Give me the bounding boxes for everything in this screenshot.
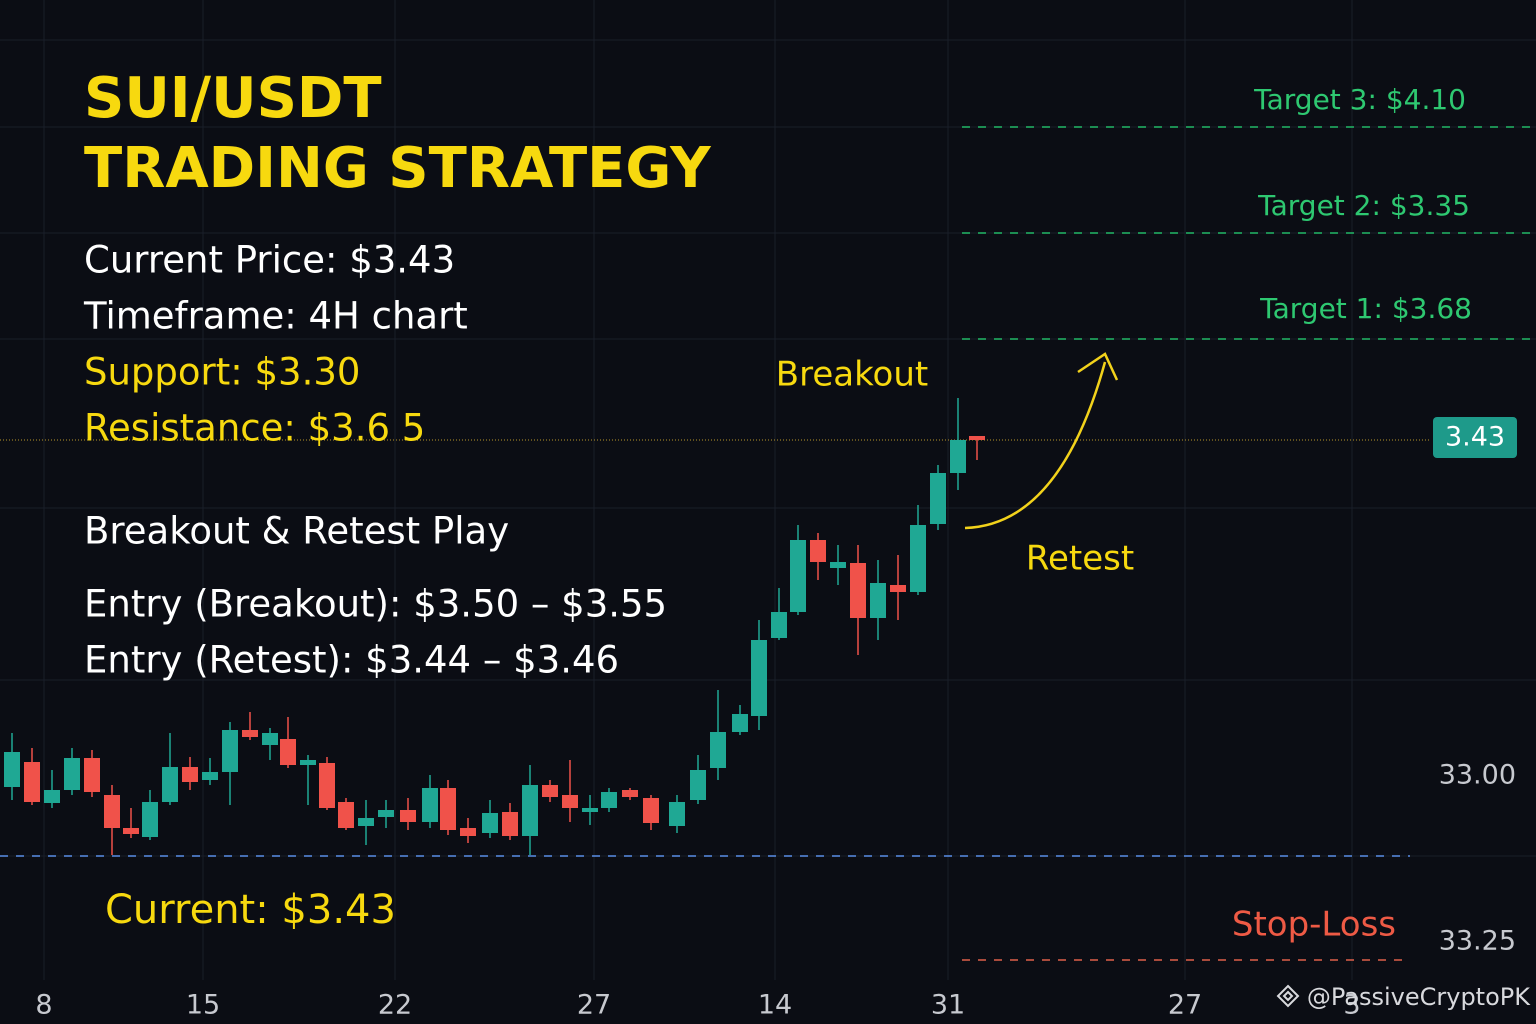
candle-body: [24, 762, 40, 802]
x-axis-label: 8: [35, 990, 52, 1021]
info: Current Price: $3.43: [84, 239, 455, 282]
x-axis-label: 27: [577, 990, 611, 1021]
x-axis-label: 3: [1343, 990, 1360, 1021]
level: Resistance: $3.6 5: [84, 407, 425, 450]
candle-body: [522, 785, 538, 836]
candle-body: [890, 585, 906, 592]
candle-body: [280, 739, 296, 765]
candle-body: [44, 790, 60, 803]
target-label: Target 1: $3.68: [1259, 292, 1472, 325]
candle-body: [482, 813, 498, 833]
candle-body: [910, 525, 926, 592]
candle-body: [400, 810, 416, 822]
candle-body: [358, 818, 374, 826]
x-axis-label: 15: [186, 990, 220, 1021]
level: Support: $3.30: [84, 351, 360, 394]
candle-body: [732, 714, 748, 732]
x-axis: 8 15 22 27 14 31 27 3: [35, 990, 1360, 1021]
candle-body: [262, 733, 278, 745]
x-axis-label: 31: [931, 990, 965, 1021]
x-axis-label: 22: [378, 990, 412, 1021]
candle-body: [319, 763, 335, 808]
candle-body: [950, 440, 966, 473]
candle-body: [830, 562, 846, 568]
candle-body: [751, 640, 767, 716]
entry: Entry (Breakout): $3.50 – $3.55: [84, 583, 667, 626]
candle-body: [710, 732, 726, 768]
candle-body: [850, 563, 866, 618]
title: TRADING STRATEGY: [84, 136, 712, 201]
arrow-head: [1077, 352, 1119, 381]
candle-body: [422, 788, 438, 822]
price-tag-label: 3.43: [1445, 422, 1505, 453]
title: SUI/USDT: [84, 66, 382, 131]
target-label: Target 3: $4.10: [1253, 83, 1466, 116]
candle-body: [930, 473, 946, 524]
candle-body: [601, 792, 617, 808]
candle-body: [104, 795, 120, 828]
candle-body: [202, 772, 218, 780]
candle-body: [460, 828, 476, 836]
annotation: Stop-Loss: [1232, 905, 1396, 945]
candle-body: [582, 808, 598, 812]
watermark: @PassiveCryptoPK: [1307, 983, 1531, 1011]
candle-body: [300, 760, 316, 765]
candles: [4, 398, 985, 855]
x-axis-label: 14: [758, 990, 792, 1021]
entry: Entry (Retest): $3.44 – $3.46: [84, 639, 619, 682]
candle-body: [142, 802, 158, 837]
candle-body: [222, 730, 238, 772]
candle-body: [690, 770, 706, 800]
candle-body: [870, 583, 886, 618]
x-axis-label: 27: [1168, 990, 1202, 1021]
candle-body: [242, 730, 258, 737]
candle-body: [338, 802, 354, 828]
watermark-icon: [1276, 984, 1300, 1008]
price-axis-label: 33.00: [1439, 760, 1516, 791]
candle-body: [4, 752, 20, 787]
candle-body: [969, 436, 985, 440]
candle-body: [810, 540, 826, 562]
candle-body: [84, 758, 100, 792]
candle-body: [378, 810, 394, 817]
annotation: Breakout: [776, 355, 928, 395]
candle-body: [162, 767, 178, 802]
candle-body: [771, 612, 787, 638]
candle-body: [562, 795, 578, 808]
candle-body: [542, 785, 558, 797]
annotation: Retest: [1026, 539, 1134, 579]
candle-body: [790, 540, 806, 612]
price-axis-label: 33.25: [1439, 926, 1516, 957]
grid: [0, 0, 1536, 980]
candle-body: [622, 790, 638, 797]
candle-body: [64, 758, 80, 790]
candle-body: [440, 788, 456, 830]
target-label: Target 2: $3.35: [1257, 189, 1470, 222]
candle-body: [669, 802, 685, 826]
info: Timeframe: 4H chart: [83, 295, 468, 338]
play: Breakout & Retest Play: [84, 510, 509, 553]
annotation: Current: $3.43: [105, 887, 396, 933]
candle-body: [182, 767, 198, 782]
arrow: [964, 361, 1107, 530]
price-tag: [1433, 417, 1517, 458]
candle-body: [502, 812, 518, 836]
candle-body: [123, 828, 139, 834]
candle-body: [643, 798, 659, 823]
